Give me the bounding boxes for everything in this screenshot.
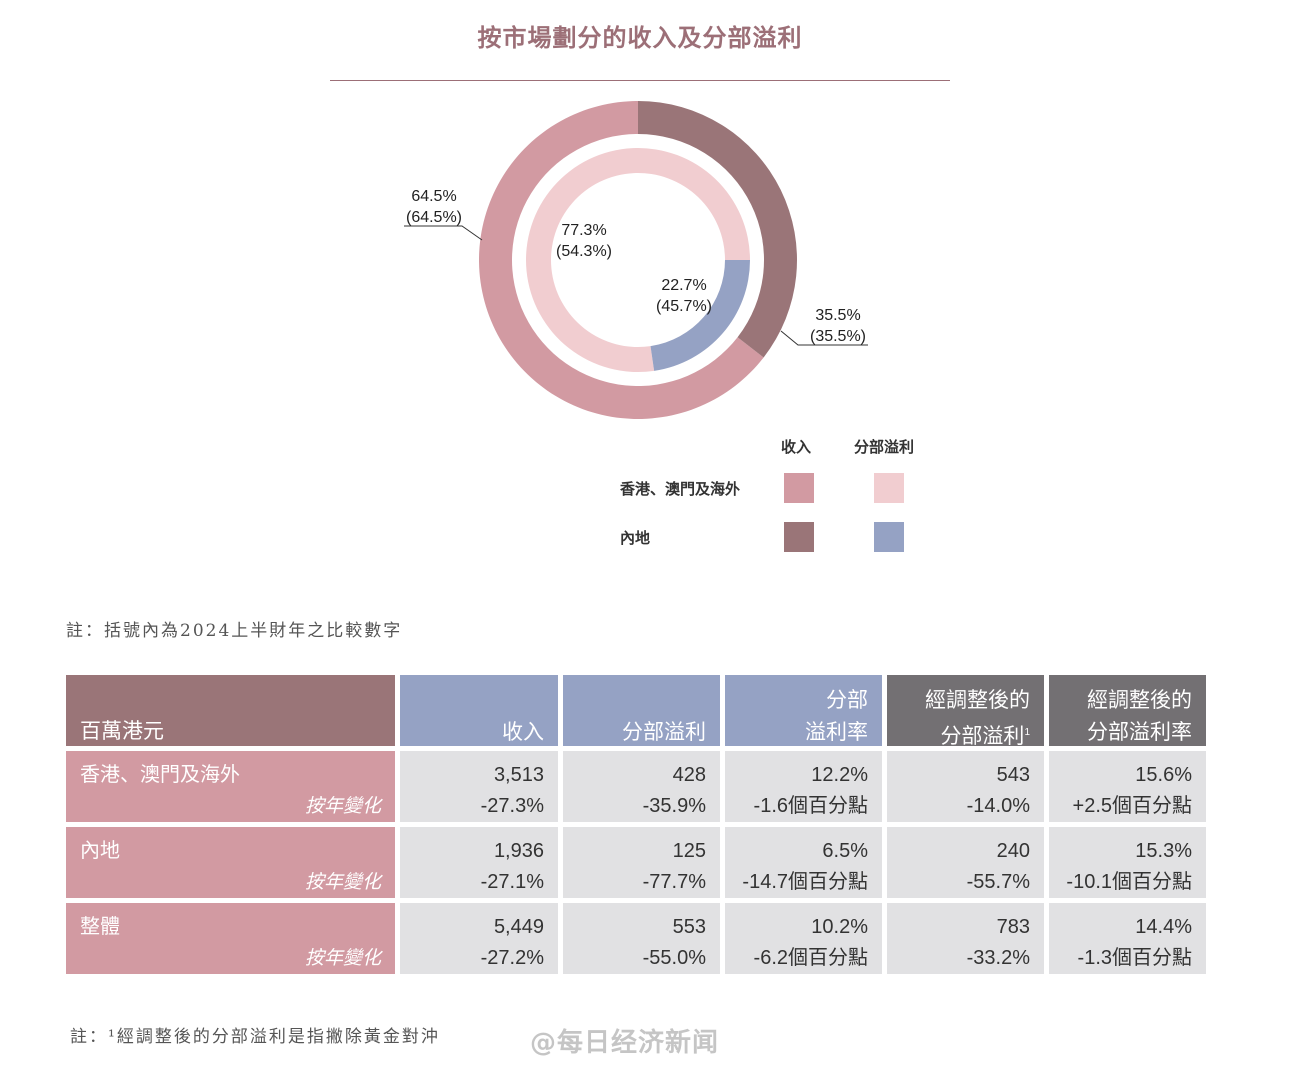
cell-value: 15.3% <box>1135 840 1192 862</box>
cell-change: -27.1% <box>480 871 544 893</box>
header-line2: 收入 <box>502 721 544 744</box>
table-cell: 3,513 -27.3% <box>400 751 558 822</box>
header-line2: 分部溢利1 <box>940 725 1030 748</box>
header-line1 <box>563 685 706 717</box>
header-line1: 分部 <box>826 689 868 712</box>
table-cell: 5,449 -27.2% <box>400 903 558 974</box>
table-cell: 553 -55.0% <box>563 903 720 974</box>
data-label-revenue-mainland-prior: (35.5%) <box>810 328 866 345</box>
table-header-col-4: 經調整後的分部溢利1 <box>887 675 1044 748</box>
cell-change: -1.3個百分點 <box>1077 947 1192 969</box>
data-label-revenue-mainland-pct: 35.5% <box>815 307 860 324</box>
legend-swatch-mainland-revenue <box>784 522 814 552</box>
donut-chart: 64.5% (64.5%) 35.5% (35.5%) 77.3% (54.3%) 22.7… <box>404 100 868 419</box>
cell-change: -77.7% <box>642 871 706 893</box>
donut-slice-profit-mainland <box>650 260 750 371</box>
table-cell: 543 -14.0% <box>887 751 1044 822</box>
cell-value: 3,513 <box>493 764 544 786</box>
data-label-profit-mainland-pct: 22.7% <box>661 277 706 294</box>
cell-value: 14.4% <box>1135 916 1192 938</box>
cell-value: 6.5% <box>822 840 868 862</box>
cell-change: -1.6個百分點 <box>753 795 868 817</box>
row-name: 香港、澳門及海外 <box>80 764 240 786</box>
leader-line-revenue-mainland <box>780 330 868 346</box>
table-cell: 15.6% +2.5個百分點 <box>1049 751 1206 822</box>
header-line1 <box>400 685 544 717</box>
cell-value: 240 <box>996 840 1030 862</box>
cell-change: -6.2個百分點 <box>753 947 868 969</box>
legend-label-mainland: 內地 <box>620 529 651 547</box>
legend-swatch-mainland-profit <box>874 522 904 552</box>
cell-change: -55.7% <box>966 871 1030 893</box>
cell-change: +2.5個百分點 <box>1072 795 1192 817</box>
data-label-profit-mainland-prior: (45.7%) <box>656 298 712 315</box>
row-change-label: 按年變化 <box>304 872 381 893</box>
header-line2: 分部溢利 <box>622 721 706 744</box>
legend-header-profit: 分部溢利 <box>854 438 915 456</box>
cell-change: -33.2% <box>966 947 1030 969</box>
table-cell: 12.2% -1.6個百分點 <box>725 751 882 822</box>
cell-value: 1,936 <box>493 840 544 862</box>
data-label-profit-hk-pct: 77.3% <box>561 222 606 239</box>
cell-value: 15.6% <box>1135 764 1192 786</box>
cell-change: -55.0% <box>642 947 706 969</box>
cell-value: 125 <box>672 840 706 862</box>
cell-change: -10.1個百分點 <box>1066 871 1192 893</box>
leader-line-revenue-hk <box>404 225 483 241</box>
watermark: @每日经济新闻 <box>530 1028 720 1058</box>
data-label-profit-hk-prior: (54.3%) <box>556 243 612 260</box>
legend-label-hk: 香港、澳門及海外 <box>620 480 741 498</box>
cell-value: 5,449 <box>493 916 544 938</box>
table-row-label: 香港、澳門及海外按年變化 <box>66 751 395 822</box>
cell-value: 12.2% <box>811 764 868 786</box>
legend-swatch-hk-revenue <box>784 473 814 503</box>
table-cell: 1,936 -27.1% <box>400 827 558 898</box>
header-line1: 經調整後的 <box>925 689 1030 712</box>
row-change-label: 按年變化 <box>304 796 381 817</box>
page-title: 按市場劃分的收入及分部溢利 <box>477 24 803 52</box>
cell-change: -14.7個百分點 <box>742 871 868 893</box>
legend-header-revenue: 收入 <box>781 438 812 456</box>
cell-value: 553 <box>672 916 706 938</box>
footnote-marker: 1 <box>1024 727 1030 738</box>
donut-slice-revenue-mainland <box>638 101 797 358</box>
table-cell: 6.5% -14.7個百分點 <box>725 827 882 898</box>
header-line1: 經調整後的 <box>1087 689 1192 712</box>
row-name: 內地 <box>80 840 120 862</box>
cell-change: -14.0% <box>966 795 1030 817</box>
header-line2: 分部溢利率 <box>1087 721 1192 744</box>
cell-value: 428 <box>672 764 706 786</box>
comparison-note: 註：括號內為2024上半財年之比較數字 <box>66 621 403 641</box>
table-header-col-5: 經調整後的分部溢利率 <box>1049 675 1206 746</box>
cell-value: 10.2% <box>811 916 868 938</box>
cell-change: -27.3% <box>480 795 544 817</box>
table-header-col-2: 分部溢利 <box>563 675 720 746</box>
legend-swatch-hk-profit <box>874 473 904 503</box>
data-label-revenue-hk-prior: (64.5%) <box>406 209 462 226</box>
table-row-label: 整體按年變化 <box>66 903 395 974</box>
row-name: 整體 <box>80 916 120 938</box>
table-cell: 783 -33.2% <box>887 903 1044 974</box>
table-cell: 10.2% -6.2個百分點 <box>725 903 882 974</box>
cell-change: -35.9% <box>642 795 706 817</box>
footnote: 註：¹經調整後的分部溢利是指撇除黃金對沖 <box>70 1027 440 1047</box>
data-label-revenue-hk-pct: 64.5% <box>411 188 456 205</box>
table-cell: 240 -55.7% <box>887 827 1044 898</box>
table-cell: 428 -35.9% <box>563 751 720 822</box>
row-change-label: 按年變化 <box>304 948 381 969</box>
cell-value: 783 <box>996 916 1030 938</box>
table-cell: 14.4% -1.3個百分點 <box>1049 903 1206 974</box>
table-header-col-1: 收入 <box>400 675 558 746</box>
title-divider <box>330 80 950 81</box>
cell-value: 543 <box>996 764 1030 786</box>
table-header-unit: 百萬港元 <box>66 675 395 746</box>
table-row-label: 內地按年變化 <box>66 827 395 898</box>
table-cell: 15.3% -10.1個百分點 <box>1049 827 1206 898</box>
table-header-col-3: 分部溢利率 <box>725 675 882 746</box>
cell-change: -27.2% <box>480 947 544 969</box>
header-line2: 溢利率 <box>805 721 868 744</box>
table-cell: 125 -77.7% <box>563 827 720 898</box>
